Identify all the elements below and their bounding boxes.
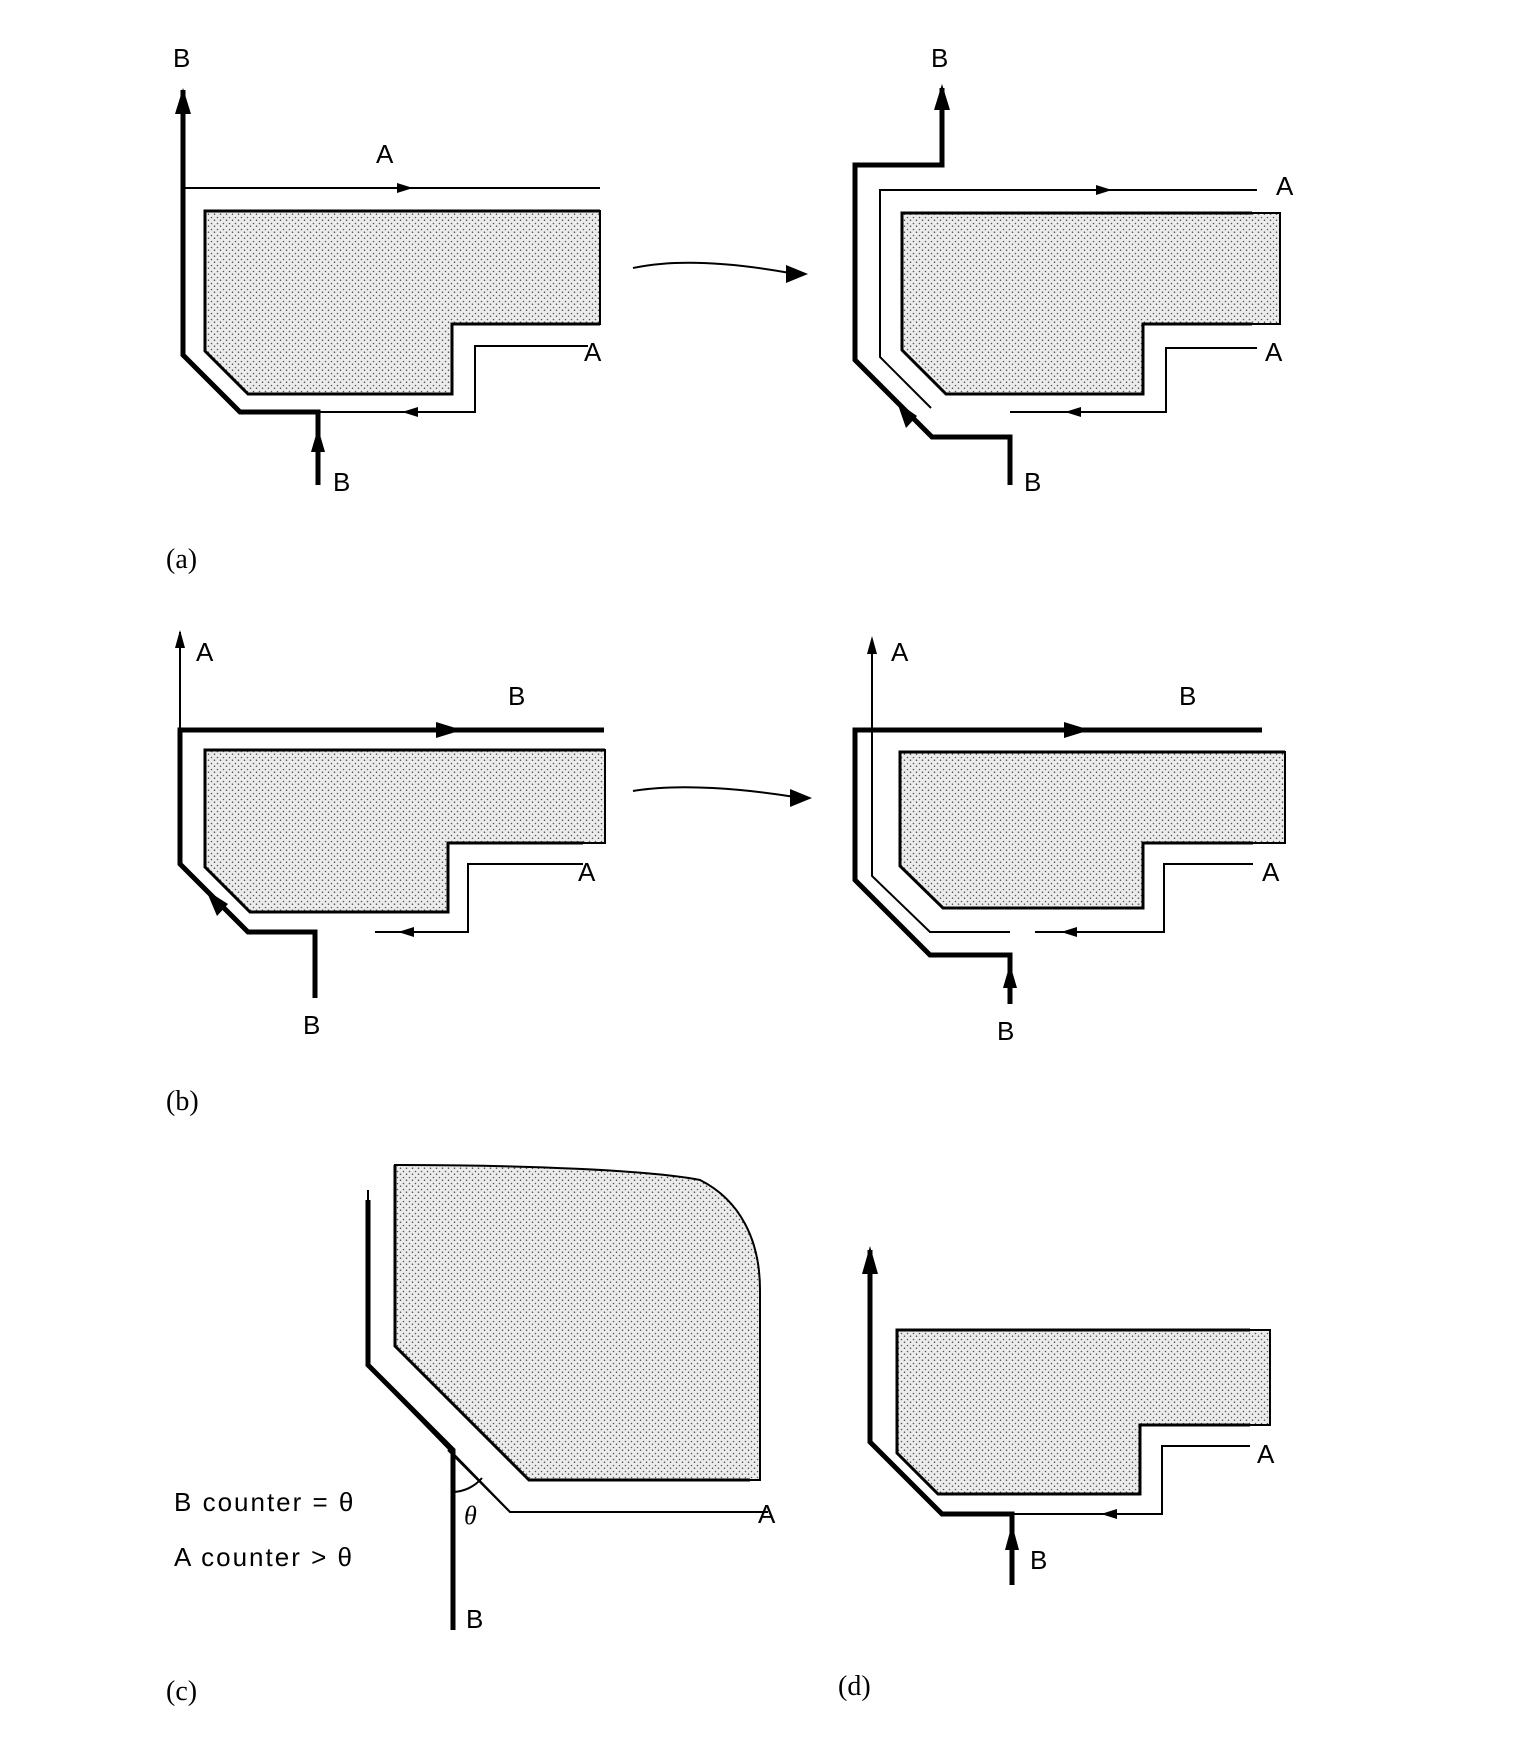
arrowhead [1005,1524,1019,1550]
b-boundary-path [365,1200,456,1630]
label-b-bottom: B [1030,1545,1047,1575]
a-boundary-path-lower [318,345,588,413]
panel-c: θ A B B counter = θ A counter > θ [174,1164,776,1634]
object-region [394,1164,761,1481]
label-a-right: A [1262,857,1280,887]
b-counter-text: B counter = θ [174,1487,355,1517]
label-b-top: B [173,43,190,73]
arrowhead [862,1246,878,1274]
label-b-bottom: B [466,1604,483,1634]
arrowhead [398,927,414,937]
arrowhead [175,88,191,114]
label-b-upper: B [508,681,525,711]
label-a-right: A [758,1499,776,1529]
arrowhead [867,636,877,654]
object-outline [900,211,1252,396]
label-b-bottom: B [1024,467,1041,497]
arrowhead [1101,1509,1117,1519]
label-b-upper: B [1179,681,1196,711]
arrowhead [897,402,917,428]
label-a-top: A [891,637,909,667]
transition-arrow-a [632,261,808,283]
arrowhead [175,630,185,648]
label-b-top: B [931,43,948,73]
a-counter-text: A counter > θ [174,1542,354,1572]
label-a-right: A [578,857,596,887]
arrowhead [397,183,413,193]
a-boundary-path-lower [375,863,583,933]
label-a-right: A [584,337,602,367]
label-theta: θ [464,1501,477,1530]
object-region [901,212,1281,395]
arrowhead [1064,722,1090,738]
label-b-bottom: B [333,467,350,497]
label-a-right: A [1265,337,1283,367]
object-region [899,751,1286,909]
a-boundary-path-lower [1035,863,1253,933]
object-outline [895,1328,1250,1496]
arrowhead [311,428,325,452]
label-a-upper: A [1276,171,1294,201]
label-a-top: A [196,637,214,667]
arrowhead [1003,964,1017,988]
b-boundary-path [852,88,1013,485]
label-b-bottom: B [303,1010,320,1040]
object-outline [203,209,600,396]
label-a-right: A [1257,1439,1275,1469]
caption-b: (b) [166,1086,199,1117]
object-region [204,749,606,913]
object-region [204,210,601,395]
object-outline [203,748,605,914]
b-boundary-path [852,727,1262,1004]
panel-b-right: A B A B [852,636,1286,1046]
caption-c: (c) [166,1676,197,1707]
transition-arrow-b [632,786,812,807]
arrowhead [1096,185,1112,195]
caption-d: (d) [838,1671,871,1702]
arrowhead [1061,927,1077,937]
label-b-bottom: B [997,1016,1014,1046]
a-boundary-path-lower [1012,1445,1250,1515]
arrowhead [206,890,228,916]
a-boundary-path [879,189,1257,409]
caption-a: (a) [166,544,197,575]
arrowhead [402,407,418,417]
panel-b-left: A B A B [175,630,606,1040]
arrowhead [1065,407,1081,417]
a-boundary-path-lower [1010,347,1257,413]
object-outline [898,750,1285,910]
arrowhead [436,722,462,738]
a-boundary-path [871,640,1010,933]
panel-a-left: B A A B [173,43,602,497]
object-region [896,1329,1271,1495]
panel-a-right: B A A B [852,43,1294,497]
angle-arc [452,1477,483,1493]
arrowhead [934,84,950,110]
panel-d: A B [862,1246,1275,1585]
label-a-upper: A [376,139,394,169]
